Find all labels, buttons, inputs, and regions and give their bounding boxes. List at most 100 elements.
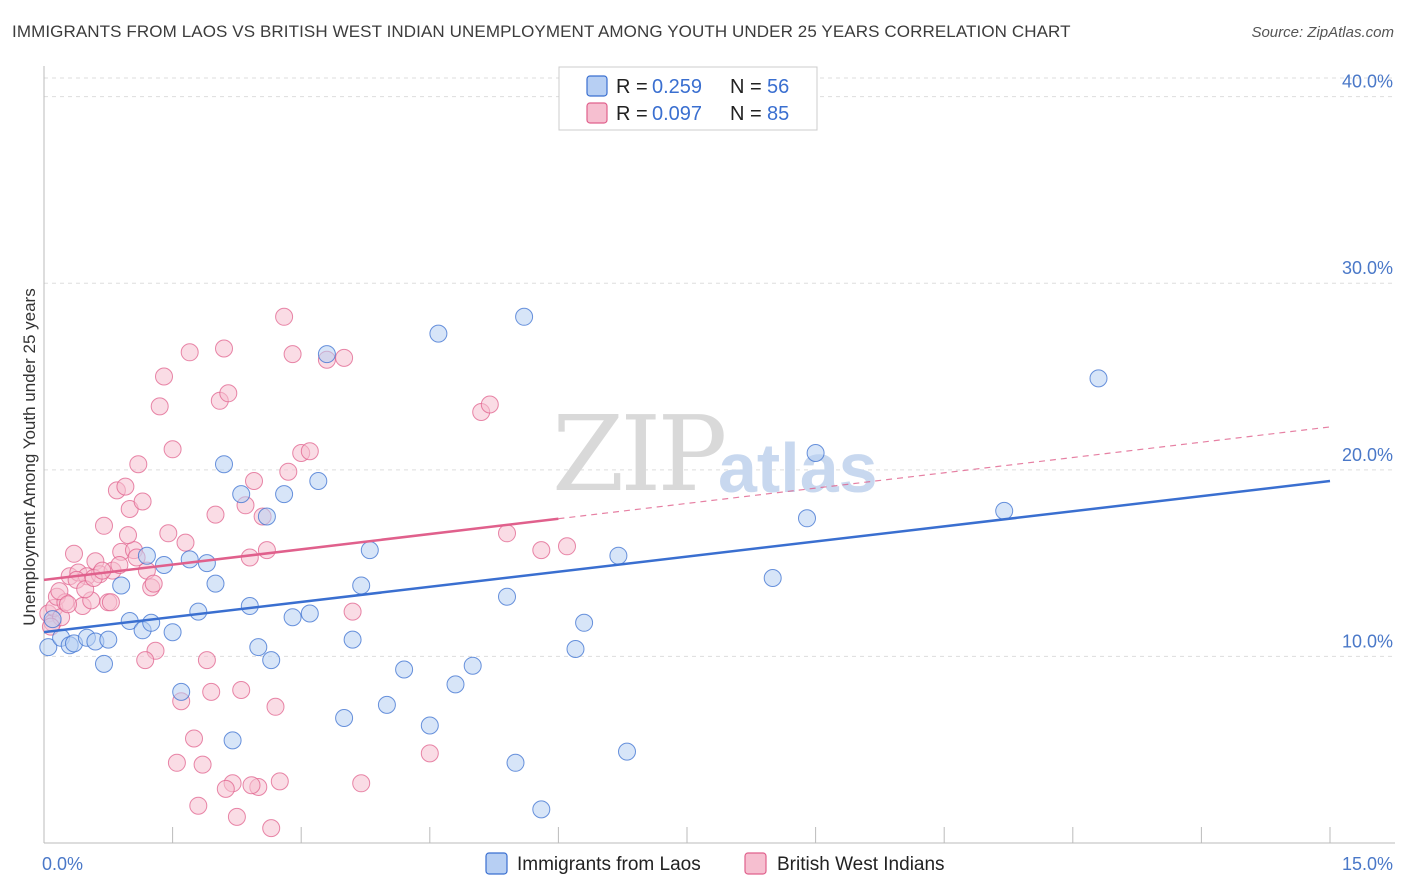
data-point-laos xyxy=(275,485,294,504)
data-point-bwi xyxy=(185,729,203,748)
data-point-laos xyxy=(343,630,362,649)
series-legend-swatch-laos xyxy=(485,852,508,875)
legend-n-value-0: 56 xyxy=(767,76,789,98)
data-point-bwi xyxy=(176,533,195,552)
legend-swatch-blue xyxy=(586,75,608,97)
data-point-bwi xyxy=(65,544,83,563)
data-point-bwi xyxy=(270,772,289,791)
stats-legend: R = 0.259 N = 56 R = 0.097 N = 85 xyxy=(558,66,818,131)
data-point-bwi xyxy=(116,477,135,496)
data-point-laos xyxy=(618,742,636,761)
data-point-bwi xyxy=(300,442,319,461)
data-point-laos xyxy=(163,623,182,642)
axes xyxy=(43,66,1395,844)
data-point-bwi xyxy=(144,574,163,593)
data-point-laos xyxy=(806,444,825,462)
data-point-laos xyxy=(798,509,816,528)
data-point-laos xyxy=(95,654,113,673)
data-point-bwi xyxy=(420,744,439,763)
data-point-laos xyxy=(575,613,594,632)
data-point-bwi xyxy=(219,384,238,403)
data-point-laos xyxy=(420,716,439,735)
data-point-laos xyxy=(215,455,233,474)
data-point-bwi xyxy=(155,367,173,386)
series-legend-swatch-bwi xyxy=(744,852,767,875)
legend-r-value-1: 0.097 xyxy=(652,103,702,125)
data-point-laos xyxy=(317,345,336,364)
data-point-bwi xyxy=(275,307,294,326)
data-point-laos xyxy=(232,485,251,504)
data-point-laos xyxy=(142,613,161,632)
series-legend-label-bwi: British West Indians xyxy=(777,854,945,875)
y-tick-label: 10.0% xyxy=(1342,631,1393,651)
data-point-bwi xyxy=(279,462,298,481)
source-label: Source: ZipAtlas.com xyxy=(1251,24,1394,41)
data-point-laos xyxy=(99,630,118,649)
grid-lines xyxy=(44,77,1395,657)
data-point-laos xyxy=(262,651,281,670)
data-point-bwi xyxy=(232,681,251,699)
data-point-bwi xyxy=(352,774,371,793)
data-point-bwi xyxy=(480,395,499,414)
data-point-laos xyxy=(498,587,516,606)
data-point-laos xyxy=(39,638,58,657)
data-point-laos xyxy=(335,709,354,727)
data-point-laos xyxy=(206,574,225,593)
data-point-bwi xyxy=(197,651,216,670)
data-point-laos xyxy=(223,731,242,750)
data-point-laos xyxy=(43,610,62,629)
data-point-bwi xyxy=(189,796,208,815)
trend-line-bwi xyxy=(43,517,559,582)
data-point-bwi xyxy=(159,524,178,543)
data-point-bwi xyxy=(216,779,235,798)
data-point-laos xyxy=(309,472,328,490)
data-point-bwi xyxy=(262,819,281,838)
data-point-bwi xyxy=(129,455,148,474)
data-point-laos xyxy=(172,682,191,701)
data-point-bwi xyxy=(59,595,77,614)
data-point-laos xyxy=(112,576,131,595)
data-point-bwi xyxy=(240,548,259,567)
data-point-laos xyxy=(515,307,534,326)
data-point-laos xyxy=(180,550,199,569)
tick-labels: 10.0% 20.0% 30.0% 40.0% 0.0% 15.0% xyxy=(42,72,1393,874)
y-axis-title: Unemployment Among Youth under 25 years xyxy=(20,288,39,625)
legend-r-label-1: R = xyxy=(616,103,648,125)
trend-line-bwi-dashed xyxy=(558,426,1331,520)
data-point-bwi xyxy=(167,753,186,772)
data-point-bwi xyxy=(532,541,551,560)
data-point-bwi xyxy=(136,651,155,670)
data-point-laos xyxy=(197,554,216,573)
data-point-bwi xyxy=(101,593,120,612)
data-point-bwi xyxy=(335,348,354,367)
watermark-atlas: atlas xyxy=(718,429,878,507)
legend-n-value-1: 85 xyxy=(767,103,789,125)
data-point-bwi xyxy=(343,602,362,621)
data-point-bwi xyxy=(257,541,276,560)
data-point-laos xyxy=(352,576,371,595)
data-point-bwi xyxy=(180,343,199,362)
series-legend-label-laos: Immigrants from Laos xyxy=(517,854,701,875)
data-point-bwi xyxy=(163,440,182,459)
data-point-bwi xyxy=(242,776,261,795)
data-point-bwi xyxy=(50,582,69,601)
x-tick-label: 15.0% xyxy=(1342,854,1393,874)
data-point-laos xyxy=(463,656,482,675)
series-legend: Immigrants from Laos British West Indian… xyxy=(485,852,945,875)
watermark-zip: ZIP xyxy=(552,393,724,515)
data-point-laos xyxy=(360,541,379,560)
watermark: ZIP atlas xyxy=(552,393,878,515)
data-point-laos xyxy=(283,608,302,627)
data-point-bwi xyxy=(206,505,225,524)
trend-lines xyxy=(43,426,1331,634)
legend-swatch-pink xyxy=(586,102,608,124)
data-point-bwi xyxy=(283,345,302,364)
data-point-laos xyxy=(995,501,1014,520)
data-point-laos xyxy=(300,604,319,623)
data-point-bwi xyxy=(245,472,263,490)
y-tick-label: 20.0% xyxy=(1342,445,1393,465)
data-point-laos xyxy=(1089,369,1108,388)
legend-n-label-1: N = xyxy=(730,103,762,125)
data-point-bwi xyxy=(266,697,285,716)
